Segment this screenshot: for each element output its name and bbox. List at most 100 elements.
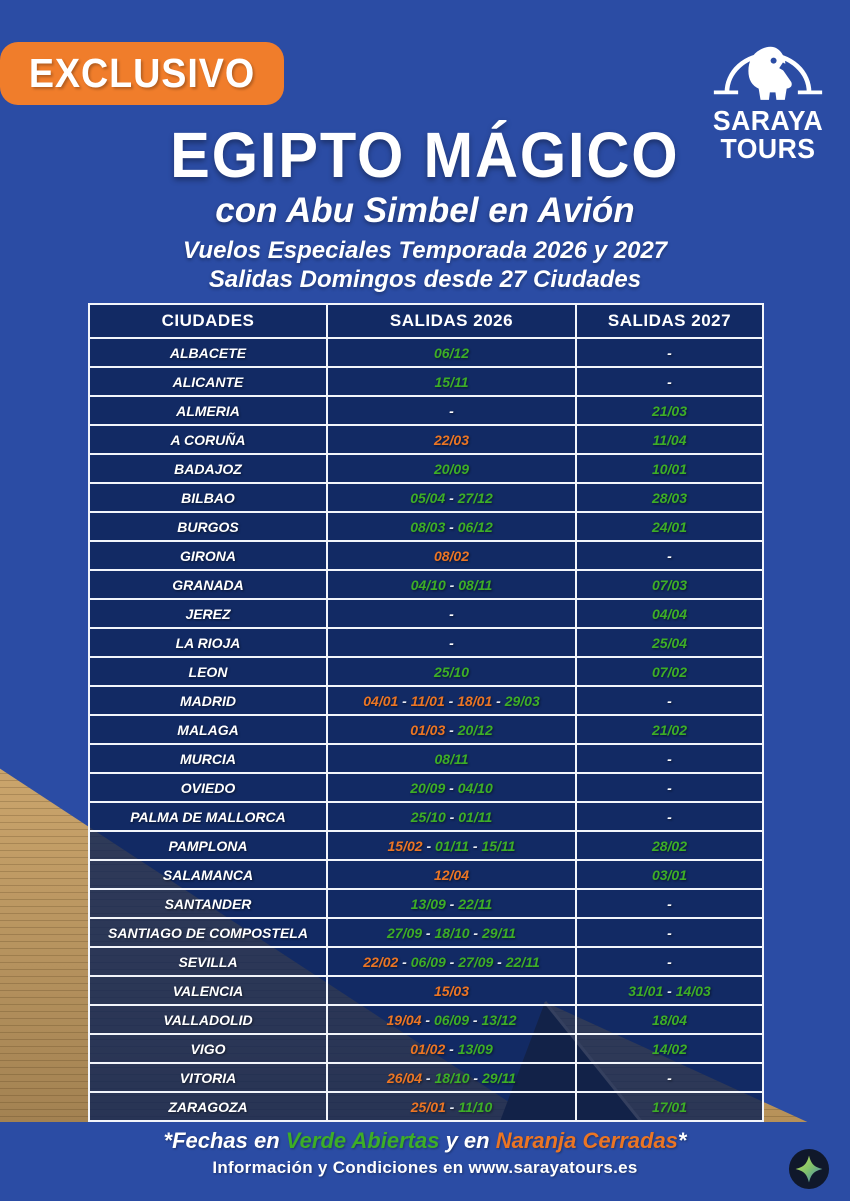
legend-segment: y en xyxy=(439,1128,496,1153)
city-cell: SANTANDER xyxy=(88,888,328,919)
flights-line: Vuelos Especiales Temporada 2026 y 2027 xyxy=(182,237,668,265)
date-separator: - xyxy=(421,1011,434,1028)
salidas-2027-cell: - xyxy=(575,685,764,716)
date-separator: - xyxy=(492,692,505,709)
date-value: 13/09 xyxy=(457,1040,493,1057)
date-value: 25/04 xyxy=(651,634,688,651)
salidas-2027-cell: 07/02 xyxy=(575,656,764,687)
city-cell: A CORUÑA xyxy=(88,424,328,455)
date-value: - xyxy=(449,605,454,622)
city-cell: OVIEDO xyxy=(88,772,328,803)
date-value: 04/04 xyxy=(651,605,688,622)
date-value: 15/03 xyxy=(433,982,470,999)
salidas-2027-cell: 21/03 xyxy=(575,395,764,426)
date-value: 19/04 xyxy=(386,1011,422,1028)
date-value: 18/01 xyxy=(457,692,493,709)
date-value: 25/10 xyxy=(410,808,446,825)
salidas-2026-cell: 05/04 - 27/12 xyxy=(326,482,577,513)
salidas-2026-cell: 25/10 - 01/11 xyxy=(326,801,577,832)
date-value: 18/10 xyxy=(434,924,470,941)
saraya-tours-logo: SARAYA TOURS xyxy=(698,38,838,163)
footer-legend: *Fechas en Verde Abiertas y en Naranja C… xyxy=(0,1128,850,1154)
city-cell: VITORIA xyxy=(88,1062,328,1093)
city-cell: PAMPLONA xyxy=(88,830,328,861)
table-row: LEON 25/10 07/02 xyxy=(88,656,764,687)
date-value: 25/10 xyxy=(433,663,470,680)
date-value: 05/04 xyxy=(410,489,446,506)
table-row: PALMA DE MALLORCA 25/10 - 01/11- xyxy=(88,801,764,832)
date-separator: - xyxy=(469,1011,482,1028)
departures-line: Salidas Domingos desde 27 Ciudades xyxy=(208,265,642,293)
salidas-2026-cell: 13/09 - 22/11 xyxy=(326,888,577,919)
table-row: ALICANTE 15/11 - xyxy=(88,366,764,397)
table-row: BURGOS 08/03 - 06/12 24/01 xyxy=(88,511,764,542)
date-value: 22/11 xyxy=(505,953,540,970)
salidas-2027-cell: 03/01 xyxy=(575,859,764,890)
date-value: - xyxy=(667,808,672,825)
date-value: 18/04 xyxy=(651,1011,688,1028)
footer-info: Información y Condiciones en www.sarayat… xyxy=(212,1158,638,1177)
salidas-2026-cell: 15/11 xyxy=(326,366,577,397)
table-row: MALAGA 01/03 - 20/12 21/02 xyxy=(88,714,764,745)
date-value: 01/02 xyxy=(410,1040,446,1057)
exclusivo-badge: EXCLUSIVO xyxy=(0,42,284,105)
salidas-2026-cell: 01/02 - 13/09 xyxy=(326,1033,577,1064)
salidas-2027-cell: 31/01 - 14/03 xyxy=(575,975,764,1006)
date-value: 28/02 xyxy=(651,837,688,854)
salidas-2027-cell: 18/04 xyxy=(575,1004,764,1035)
salidas-2027-cell: 28/03 xyxy=(575,482,764,513)
salidas-2026-cell: 04/10 - 08/11 xyxy=(326,569,577,600)
date-value: - xyxy=(667,779,672,796)
date-value: 27/09 xyxy=(458,953,494,970)
salidas-2027-cell: 24/01 xyxy=(575,511,764,542)
date-separator: - xyxy=(445,895,459,912)
city-cell: VIGO xyxy=(88,1033,328,1064)
table-row: ALMERIA - 21/03 xyxy=(88,395,764,426)
departures-table: CIUDADES SALIDAS 2026 SALIDAS 2027 ALBACET… xyxy=(88,303,764,1122)
table-row: ZARAGOZA 25/01 - 11/10 17/01 xyxy=(88,1091,764,1122)
table-row: BADAJOZ 20/09 10/01 xyxy=(88,453,764,484)
date-separator: - xyxy=(444,692,458,709)
salidas-2027-cell: - xyxy=(575,1062,764,1093)
salidas-2026-cell: 25/01 - 11/10 xyxy=(326,1091,577,1122)
table-row: JEREZ - 04/04 xyxy=(88,598,764,629)
horus-falcon-arch-icon xyxy=(712,38,824,107)
star-app-icon[interactable] xyxy=(788,1148,830,1190)
table-row: MURCIA 08/11 - xyxy=(88,743,764,774)
date-separator: - xyxy=(445,808,459,825)
table-row: SALAMANCA 12/04 03/01 xyxy=(88,859,764,890)
table-row: ALBACETE 06/12 - xyxy=(88,337,764,368)
date-value: - xyxy=(667,344,672,361)
date-separator: - xyxy=(469,1069,482,1086)
table-row: VITORIA 26/04 - 18/10 - 29/11- xyxy=(88,1062,764,1093)
salidas-2026-cell: 15/02 - 01/11 - 15/11 xyxy=(326,830,577,861)
date-value: 10/01 xyxy=(651,460,688,477)
page-subtitle: con Abu Simbel en Avión xyxy=(215,191,635,231)
table-row: OVIEDO 20/09 - 04/10- xyxy=(88,772,764,803)
legend-segment: *Fechas en xyxy=(163,1128,286,1153)
salidas-2026-cell: 08/02 xyxy=(326,540,577,571)
salidas-2026-cell: 26/04 - 18/10 - 29/11 xyxy=(326,1062,577,1093)
date-value: 27/12 xyxy=(457,489,493,506)
date-value: 03/01 xyxy=(651,866,688,883)
date-value: 13/12 xyxy=(481,1011,517,1028)
date-separator: - xyxy=(445,489,458,506)
city-cell: BURGOS xyxy=(88,511,328,542)
city-cell: GRANADA xyxy=(88,569,328,600)
date-value: - xyxy=(667,895,672,912)
salidas-2026-cell: 04/01 - 11/01 - 18/01 - 29/03 xyxy=(326,685,577,716)
salidas-2027-cell: - xyxy=(575,917,764,948)
salidas-2026-cell: 19/04 - 06/09 - 13/12 xyxy=(326,1004,577,1035)
city-cell: SALAMANCA xyxy=(88,859,328,890)
date-value: 20/12 xyxy=(457,721,493,738)
date-value: 26/04 xyxy=(387,1069,423,1086)
date-separator: - xyxy=(663,982,676,999)
salidas-2026-cell: 06/12 xyxy=(326,337,577,368)
date-value: 14/03 xyxy=(675,982,711,999)
column-header-1: SALIDAS 2026 xyxy=(326,303,577,339)
date-value: - xyxy=(667,1069,672,1086)
date-value: 22/11 xyxy=(458,895,493,912)
date-value: 07/03 xyxy=(651,576,688,593)
date-value: 13/09 xyxy=(410,895,446,912)
date-value: 04/10 xyxy=(410,576,446,593)
